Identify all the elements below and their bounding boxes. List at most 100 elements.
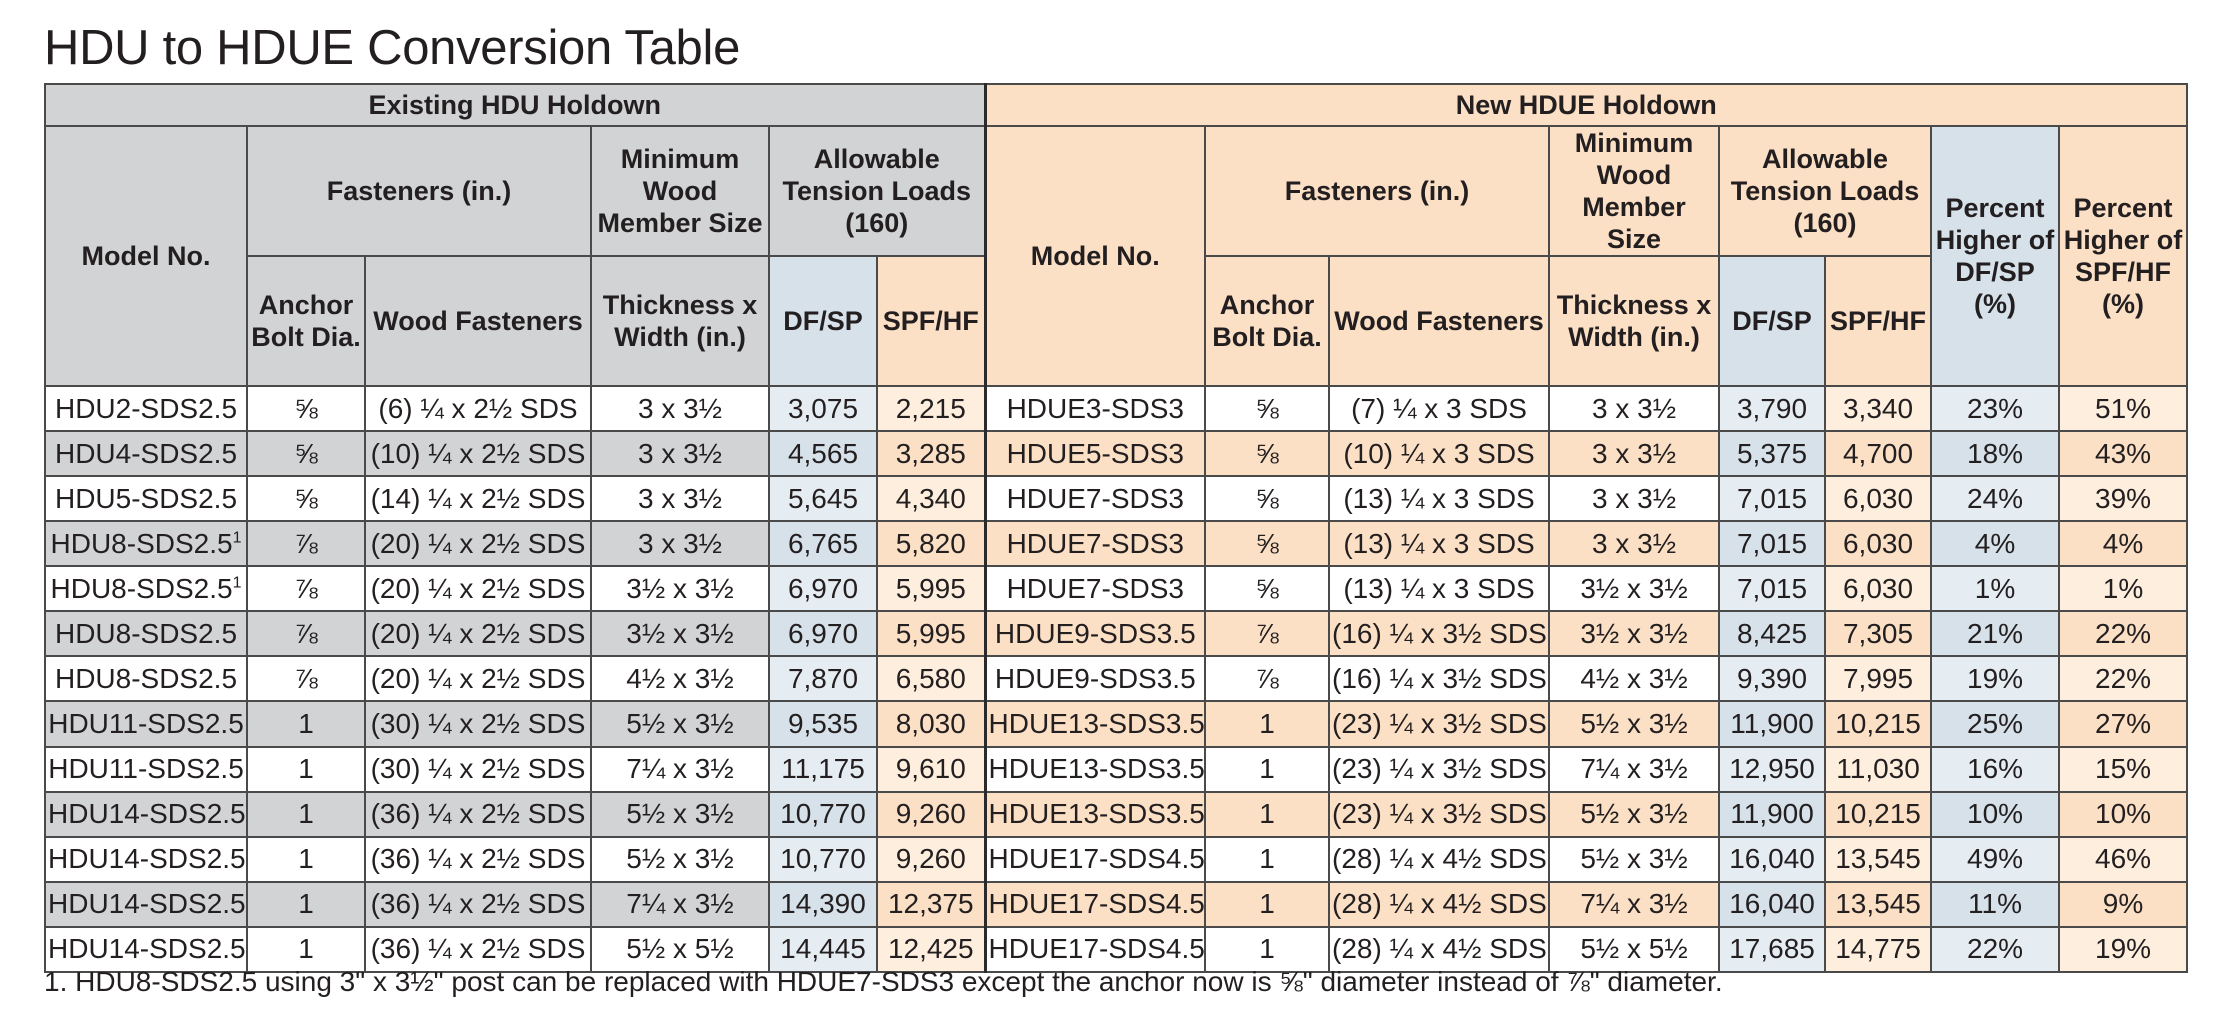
cell-new-member-size: 3 x 3½ (1548, 384, 1721, 433)
cell-dfsp: 10,770 (768, 790, 878, 838)
cell-model-no-text: HDU8-SDS2.5 (54, 662, 238, 694)
cell-dfsp-text: 5,645 (787, 482, 859, 514)
cell-new-member-size: 5½ x 3½ (1548, 790, 1721, 838)
cell-dfsp-text: 6,970 (787, 572, 859, 604)
cell-anchor-bolt: ⅞ (246, 610, 366, 658)
cell-new-spfhf-text: 4,700 (1842, 437, 1914, 469)
table-row: HDU11-SDS2.5 1 (30) ¼ x 2½ SDS 7¼ x 3½ 11,17… (44, 745, 2189, 793)
cell-new-member-size: 3½ x 3½ (1548, 610, 1721, 658)
cell-model-no-text: HDU8-SDS2.5 (50, 527, 233, 559)
cell-dfsp: 6,970 (768, 610, 878, 658)
header-allowable: Allowable Tension Loads (160) (767, 125, 987, 257)
cell-new-model-no-text: HDUE17-SDS4.5 (988, 843, 1205, 875)
cell-pct-spfhf-text: 22% (2095, 617, 2152, 649)
cell-new-spfhf: 6,030 (1824, 475, 1933, 523)
cell-pct-dfsp: 10% (1930, 790, 2061, 838)
cell-pct-dfsp-text: 4% (1974, 527, 2016, 559)
cell-model-no-text: HDU14-SDS2.5 (48, 888, 246, 920)
cell-member-size-text: 3 x 3½ (637, 527, 723, 559)
cell-member-size-text: 3 x 3½ (637, 437, 723, 469)
cell-pct-spfhf-text: 43% (2095, 437, 2152, 469)
cell-spfhf-text: 5,820 (895, 527, 966, 559)
cell-model-no: HDU14-SDS2.5 (44, 790, 248, 838)
cell-anchor-bolt-text: ⅞ (294, 662, 318, 694)
cell-new-spfhf-text: 7,305 (1842, 617, 1914, 649)
cell-spfhf: 9,610 (875, 745, 987, 793)
table-row: HDU8-SDS2.5 ⅞ (20) ¼ x 2½ SDS 4½ x 3½ 7,870 6… (44, 655, 2189, 703)
cell-dfsp-text: 6,970 (787, 617, 859, 649)
cell-pct-spfhf-text: 51% (2095, 392, 2152, 424)
cell-new-wood-fasteners-text: (28) ¼ x 4½ SDS (1332, 843, 1547, 875)
cell-spfhf: 3,285 (875, 430, 987, 478)
cell-new-wood-fasteners: (13) ¼ x 3 SDS (1328, 565, 1551, 613)
cell-dfsp-text: 7,870 (787, 662, 859, 694)
cell-new-model-no: HDUE13-SDS3.5 (983, 790, 1207, 838)
header-new-anchor-bolt: Anchor Bolt Dia. (1204, 255, 1331, 387)
cell-new-spfhf-text: 11,030 (1836, 753, 1920, 785)
header-model-no: Model No. (44, 125, 248, 387)
cell-dfsp-text: 4,565 (787, 437, 859, 469)
cell-dfsp-text: 11,175 (781, 753, 865, 785)
cell-spfhf-text: 5,995 (895, 617, 966, 649)
cell-new-model-no-text: HDUE13-SDS3.5 (988, 753, 1205, 785)
cell-new-model-no: HDUE17-SDS4.5 (983, 835, 1207, 883)
cell-dfsp: 11,175 (768, 745, 878, 793)
cell-pct-spfhf: 22% (2058, 655, 2189, 703)
cell-pct-dfsp-text: 25% (1967, 707, 2024, 739)
cell-wood-fasteners-text: (30) ¼ x 2½ SDS (370, 707, 586, 739)
cell-new-dfsp: 5,375 (1718, 430, 1827, 478)
cell-new-anchor-bolt: ⅝ (1204, 384, 1331, 433)
cell-pct-spfhf: 51% (2058, 384, 2189, 433)
cell-dfsp-text: 10,770 (780, 798, 866, 830)
cell-member-size: 4½ x 3½ (590, 655, 770, 703)
cell-new-anchor-bolt-text: 1 (1259, 753, 1275, 785)
cell-new-spfhf: 10,215 (1824, 700, 1933, 748)
cell-new-spfhf: 14,775 (1824, 925, 1933, 974)
cell-spfhf: 4,340 (875, 475, 987, 523)
cell-new-model-no: HDUE7-SDS3 (983, 520, 1207, 568)
cell-new-member-size: 5½ x 3½ (1548, 700, 1721, 748)
cell-new-spfhf-text: 6,030 (1842, 527, 1914, 559)
cell-anchor-bolt-text: 1 (298, 888, 314, 920)
cell-new-dfsp-text: 3,790 (1736, 392, 1808, 424)
cell-new-member-size-text: 5½ x 5½ (1580, 933, 1688, 965)
cell-new-member-size-text: 5½ x 3½ (1580, 843, 1688, 875)
cell-spfhf: 2,215 (875, 384, 987, 433)
cell-new-model-no: HDUE17-SDS4.5 (983, 925, 1207, 974)
cell-pct-spfhf: 1% (2058, 565, 2189, 613)
cell-member-size-text: 3½ x 3½ (626, 617, 734, 649)
cell-new-spfhf-text: 13,545 (1835, 843, 1921, 875)
cell-pct-dfsp-text: 21% (1967, 617, 2024, 649)
cell-new-wood-fasteners: (10) ¼ x 3 SDS (1328, 430, 1551, 478)
header-pct-spfhf: Percent Higher of SPF/HF (%) (2058, 125, 2189, 387)
cell-spfhf: 9,260 (875, 790, 987, 838)
header-new-spfhf: SPF/HF (1824, 255, 1933, 387)
table-body: HDU2-SDS2.5 ⅝ (6) ¼ x 2½ SDS 3 x 3½ 3,075 2,2… (44, 384, 2189, 974)
cell-model-no-text: HDU8-SDS2.5 (50, 572, 233, 604)
cell-new-wood-fasteners: (28) ¼ x 4½ SDS (1328, 880, 1551, 928)
cell-new-spfhf-text: 6,030 (1842, 482, 1914, 514)
cell-new-model-no-text: HDUE7-SDS3 (1006, 482, 1184, 514)
cell-new-anchor-bolt: 1 (1204, 790, 1331, 838)
cell-new-member-size: 4½ x 3½ (1548, 655, 1721, 703)
cell-wood-fasteners: (14) ¼ x 2½ SDS (364, 475, 592, 523)
table-row: HDU11-SDS2.5 1 (30) ¼ x 2½ SDS 5½ x 3½ 9,535… (44, 700, 2189, 748)
cell-anchor-bolt-text: 1 (298, 933, 314, 965)
cell-wood-fasteners-text: (20) ¼ x 2½ SDS (370, 617, 586, 649)
cell-anchor-bolt: ⅝ (246, 475, 366, 523)
cell-anchor-bolt-text: 1 (298, 843, 314, 875)
cell-pct-spfhf-text: 15% (2095, 753, 2152, 785)
cell-new-model-no: HDUE9-SDS3.5 (983, 610, 1207, 658)
cell-pct-spfhf: 43% (2058, 430, 2189, 478)
cell-anchor-bolt-text: ⅝ (294, 482, 318, 514)
cell-new-wood-fasteners-text: (16) ¼ x 3½ SDS (1332, 617, 1547, 649)
cell-dfsp-text: 6,765 (787, 527, 859, 559)
cell-new-dfsp: 17,685 (1718, 925, 1827, 974)
header-wood-fasteners: Wood Fasteners (364, 255, 592, 387)
cell-member-size: 5½ x 5½ (590, 925, 770, 974)
cell-wood-fasteners-text: (36) ¼ x 2½ SDS (370, 843, 586, 875)
cell-new-anchor-bolt-text: 1 (1259, 933, 1275, 965)
cell-anchor-bolt: 1 (246, 745, 366, 793)
cell-spfhf-text: 5,995 (895, 572, 966, 604)
cell-new-wood-fasteners-text: (16) ¼ x 3½ SDS (1332, 662, 1547, 694)
